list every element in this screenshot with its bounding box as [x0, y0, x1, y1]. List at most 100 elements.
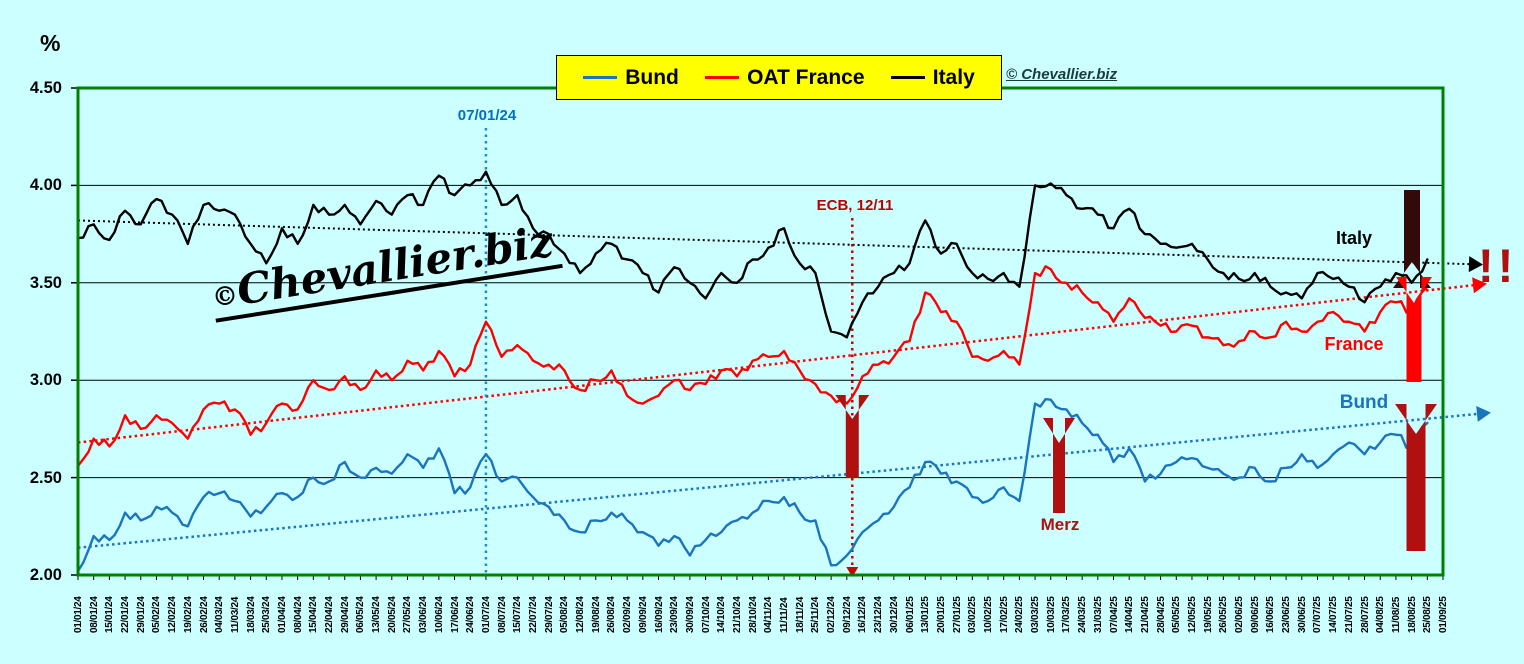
- x-tick-label: 01/09/25: [1438, 596, 1449, 633]
- x-tick-label: 20/01/25: [935, 596, 947, 633]
- series-label-italy: Italy: [1335, 228, 1373, 248]
- x-tick-label: 09/09/24: [637, 596, 649, 633]
- x-tick-label: 08/04/24: [292, 596, 304, 633]
- italy-line-swatch-icon: [890, 76, 925, 79]
- x-tick-label: 16/12/24: [857, 596, 869, 633]
- trend-arrowhead-icon: [1472, 277, 1487, 294]
- x-tick-label: 20/05/24: [386, 596, 398, 633]
- x-tick-label: 07/10/24: [700, 596, 712, 633]
- x-tick-label: 01/04/24: [276, 596, 288, 633]
- x-tick-label: 21/04/25: [1139, 596, 1151, 633]
- x-tick-label: 03/02/25: [967, 596, 979, 633]
- x-tick-label: 27/05/24: [402, 596, 414, 633]
- x-tick-label: 27/01/25: [951, 596, 963, 633]
- series-line-bund: [76, 397, 1429, 573]
- x-tick-label: 25/11/24: [810, 597, 822, 633]
- x-tick-label: 28/10/24: [747, 596, 759, 633]
- x-tick-label: 02/12/24: [826, 596, 838, 633]
- x-tick-label: 05/08/24: [559, 596, 571, 633]
- x-tick-label: 19/05/25: [1202, 596, 1214, 633]
- x-tick-label: 14/04/25: [1124, 596, 1136, 633]
- x-tick-label: 26/05/25: [1218, 596, 1230, 633]
- series-line-oat-france: [76, 265, 1429, 468]
- x-tick-label: 11/08/25: [1390, 597, 1402, 633]
- oat-france-line-swatch-icon: [705, 76, 740, 79]
- x-tick-label: 15/04/24: [308, 596, 320, 633]
- x-tick-label: 29/07/24: [543, 596, 555, 633]
- x-tick-label: 19/02/24: [182, 596, 194, 633]
- x-tick-label: 10/02/25: [983, 596, 994, 633]
- ecb-up-arrow-icon: [835, 395, 870, 478]
- x-tick-label: 17/02/25: [998, 596, 1010, 633]
- y-tick-label: 2.00: [29, 566, 62, 584]
- x-tick-label: 22/04/24: [324, 596, 336, 633]
- legend-item-italy: Italy: [890, 65, 975, 90]
- series-line-italy: [76, 170, 1429, 339]
- x-tick-label: 22/01/24: [120, 596, 132, 633]
- x-tick-label: 10/06/24: [433, 596, 445, 633]
- x-tick-label: 11/11/24: [779, 597, 791, 633]
- x-tick-label: 21/07/25: [1343, 596, 1355, 633]
- x-tick-label: 13/05/24: [371, 596, 383, 633]
- x-tick-label: 03/03/25: [1030, 596, 1042, 633]
- x-tick-label: 14/10/24: [716, 596, 728, 633]
- x-tick-label: 12/02/24: [167, 596, 179, 633]
- x-tick-label: 15/07/24: [512, 596, 524, 633]
- x-tick-label: 01/01/24: [73, 596, 84, 633]
- legend-item-oat-france: OAT France: [705, 65, 865, 90]
- x-tick-label: 15/01/24: [104, 596, 116, 633]
- x-tick-label: 19/08/24: [590, 596, 602, 633]
- x-tick-label: 06/01/25: [904, 596, 916, 633]
- x-tick-label: 12/05/25: [1186, 596, 1198, 633]
- x-tick-label: 23/06/25: [1281, 596, 1293, 633]
- trend-arrowhead-icon: [1468, 256, 1483, 273]
- x-tick-label: 18/11/24: [794, 597, 806, 633]
- y-tick-label: 3.00: [29, 371, 62, 390]
- bund-up-arrow-icon: [1395, 404, 1437, 551]
- x-tick-label: 17/06/24: [449, 596, 461, 633]
- x-tick-label: 30/12/24: [888, 596, 900, 633]
- x-tick-label: 07/04/25: [1108, 596, 1120, 633]
- x-tick-label: 02/06/25: [1234, 596, 1246, 633]
- x-tick-label: 30/06/25: [1296, 596, 1308, 633]
- annotation-double-exclamation: !!: [1478, 239, 1518, 292]
- x-tick-label: 18/03/24: [245, 596, 257, 633]
- legend-label-oat-france: OAT France: [747, 65, 865, 89]
- x-tick-label: 14/07/25: [1328, 596, 1340, 633]
- x-tick-label: 23/09/24: [669, 596, 681, 633]
- legend-item-bund: Bund: [583, 66, 679, 90]
- annotation-ecb: ECB, 12/11: [816, 197, 894, 214]
- copyright-text: © Chevallier.biz: [1006, 66, 1118, 83]
- legend-label-italy: Italy: [932, 65, 975, 89]
- x-tick-label: 28/07/25: [1359, 596, 1371, 633]
- x-tick-label: 29/01/24: [135, 596, 147, 633]
- x-tick-label: 08/01/24: [88, 596, 100, 633]
- x-tick-label: 25/08/25: [1422, 596, 1434, 633]
- x-tick-label: 04/11/24: [763, 597, 775, 633]
- x-tick-label: 08/07/24: [496, 596, 508, 633]
- x-tick-label: 03/06/24: [418, 596, 430, 633]
- italy-down-arrow-icon: [1393, 190, 1431, 288]
- ecb-line-arrowhead-icon: [846, 567, 859, 577]
- x-tick-label: 24/03/25: [1077, 596, 1089, 633]
- x-tick-label: 10/03/25: [1045, 596, 1057, 633]
- y-tick-label: 3.50: [29, 273, 62, 292]
- france-up-arrow-icon: [1396, 277, 1432, 382]
- x-tick-label: 12/08/24: [575, 596, 587, 633]
- trend-line-bund: [77, 412, 1479, 549]
- legend-label-bund: Bund: [625, 65, 679, 89]
- bund-line-swatch-icon: [583, 76, 618, 79]
- x-tick-label: 24/06/24: [465, 596, 477, 633]
- trend-arrowhead-icon: [1476, 405, 1491, 422]
- x-tick-label: 26/02/24: [198, 596, 210, 633]
- x-tick-label: 18/08/25: [1406, 596, 1418, 633]
- x-tick-label: 06/05/24: [355, 596, 367, 633]
- merz-up-arrow-icon: [1043, 418, 1075, 513]
- x-tick-label: 04/03/24: [214, 596, 226, 633]
- series-label-bund: Bund: [1339, 392, 1389, 413]
- x-tick-label: 17/03/25: [1061, 596, 1073, 633]
- x-tick-label: 05/02/24: [151, 596, 163, 633]
- y-tick-label: 4.50: [29, 79, 62, 97]
